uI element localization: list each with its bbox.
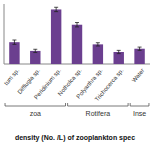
y-axis: [4, 4, 5, 64]
bar: [9, 42, 19, 64]
error-bar: [12, 40, 16, 44]
group-bracket: [68, 103, 128, 106]
group-bracket: [130, 103, 149, 106]
x-tick-label: Trichocerca sp.: [94, 67, 125, 102]
bar: [93, 44, 103, 64]
group-label: zoa: [30, 110, 41, 117]
x-tick-label: Water: [131, 67, 146, 83]
error-bar: [138, 47, 142, 50]
error-bar: [96, 43, 100, 46]
x-tick-label: tum sp.: [3, 67, 20, 86]
bar: [51, 9, 61, 64]
group-label: Inse: [133, 110, 146, 117]
bar: [134, 49, 144, 64]
group-bracket: [5, 103, 65, 106]
title: density (No. /L) of zooplankton spec: [15, 134, 135, 142]
bars: [9, 7, 145, 64]
error-bar: [54, 7, 58, 11]
bar: [30, 51, 40, 64]
group-label: Rotifera: [86, 110, 111, 117]
error-bar: [117, 50, 121, 53]
bar: [114, 52, 124, 64]
x-tick-label: Peridinium sp.: [33, 67, 62, 100]
bar: [72, 25, 82, 64]
chart: tum sp.Difflugia sp.Peridinium sp.Nothol…: [0, 0, 150, 150]
error-bar: [33, 49, 37, 52]
error-bar: [75, 23, 79, 27]
